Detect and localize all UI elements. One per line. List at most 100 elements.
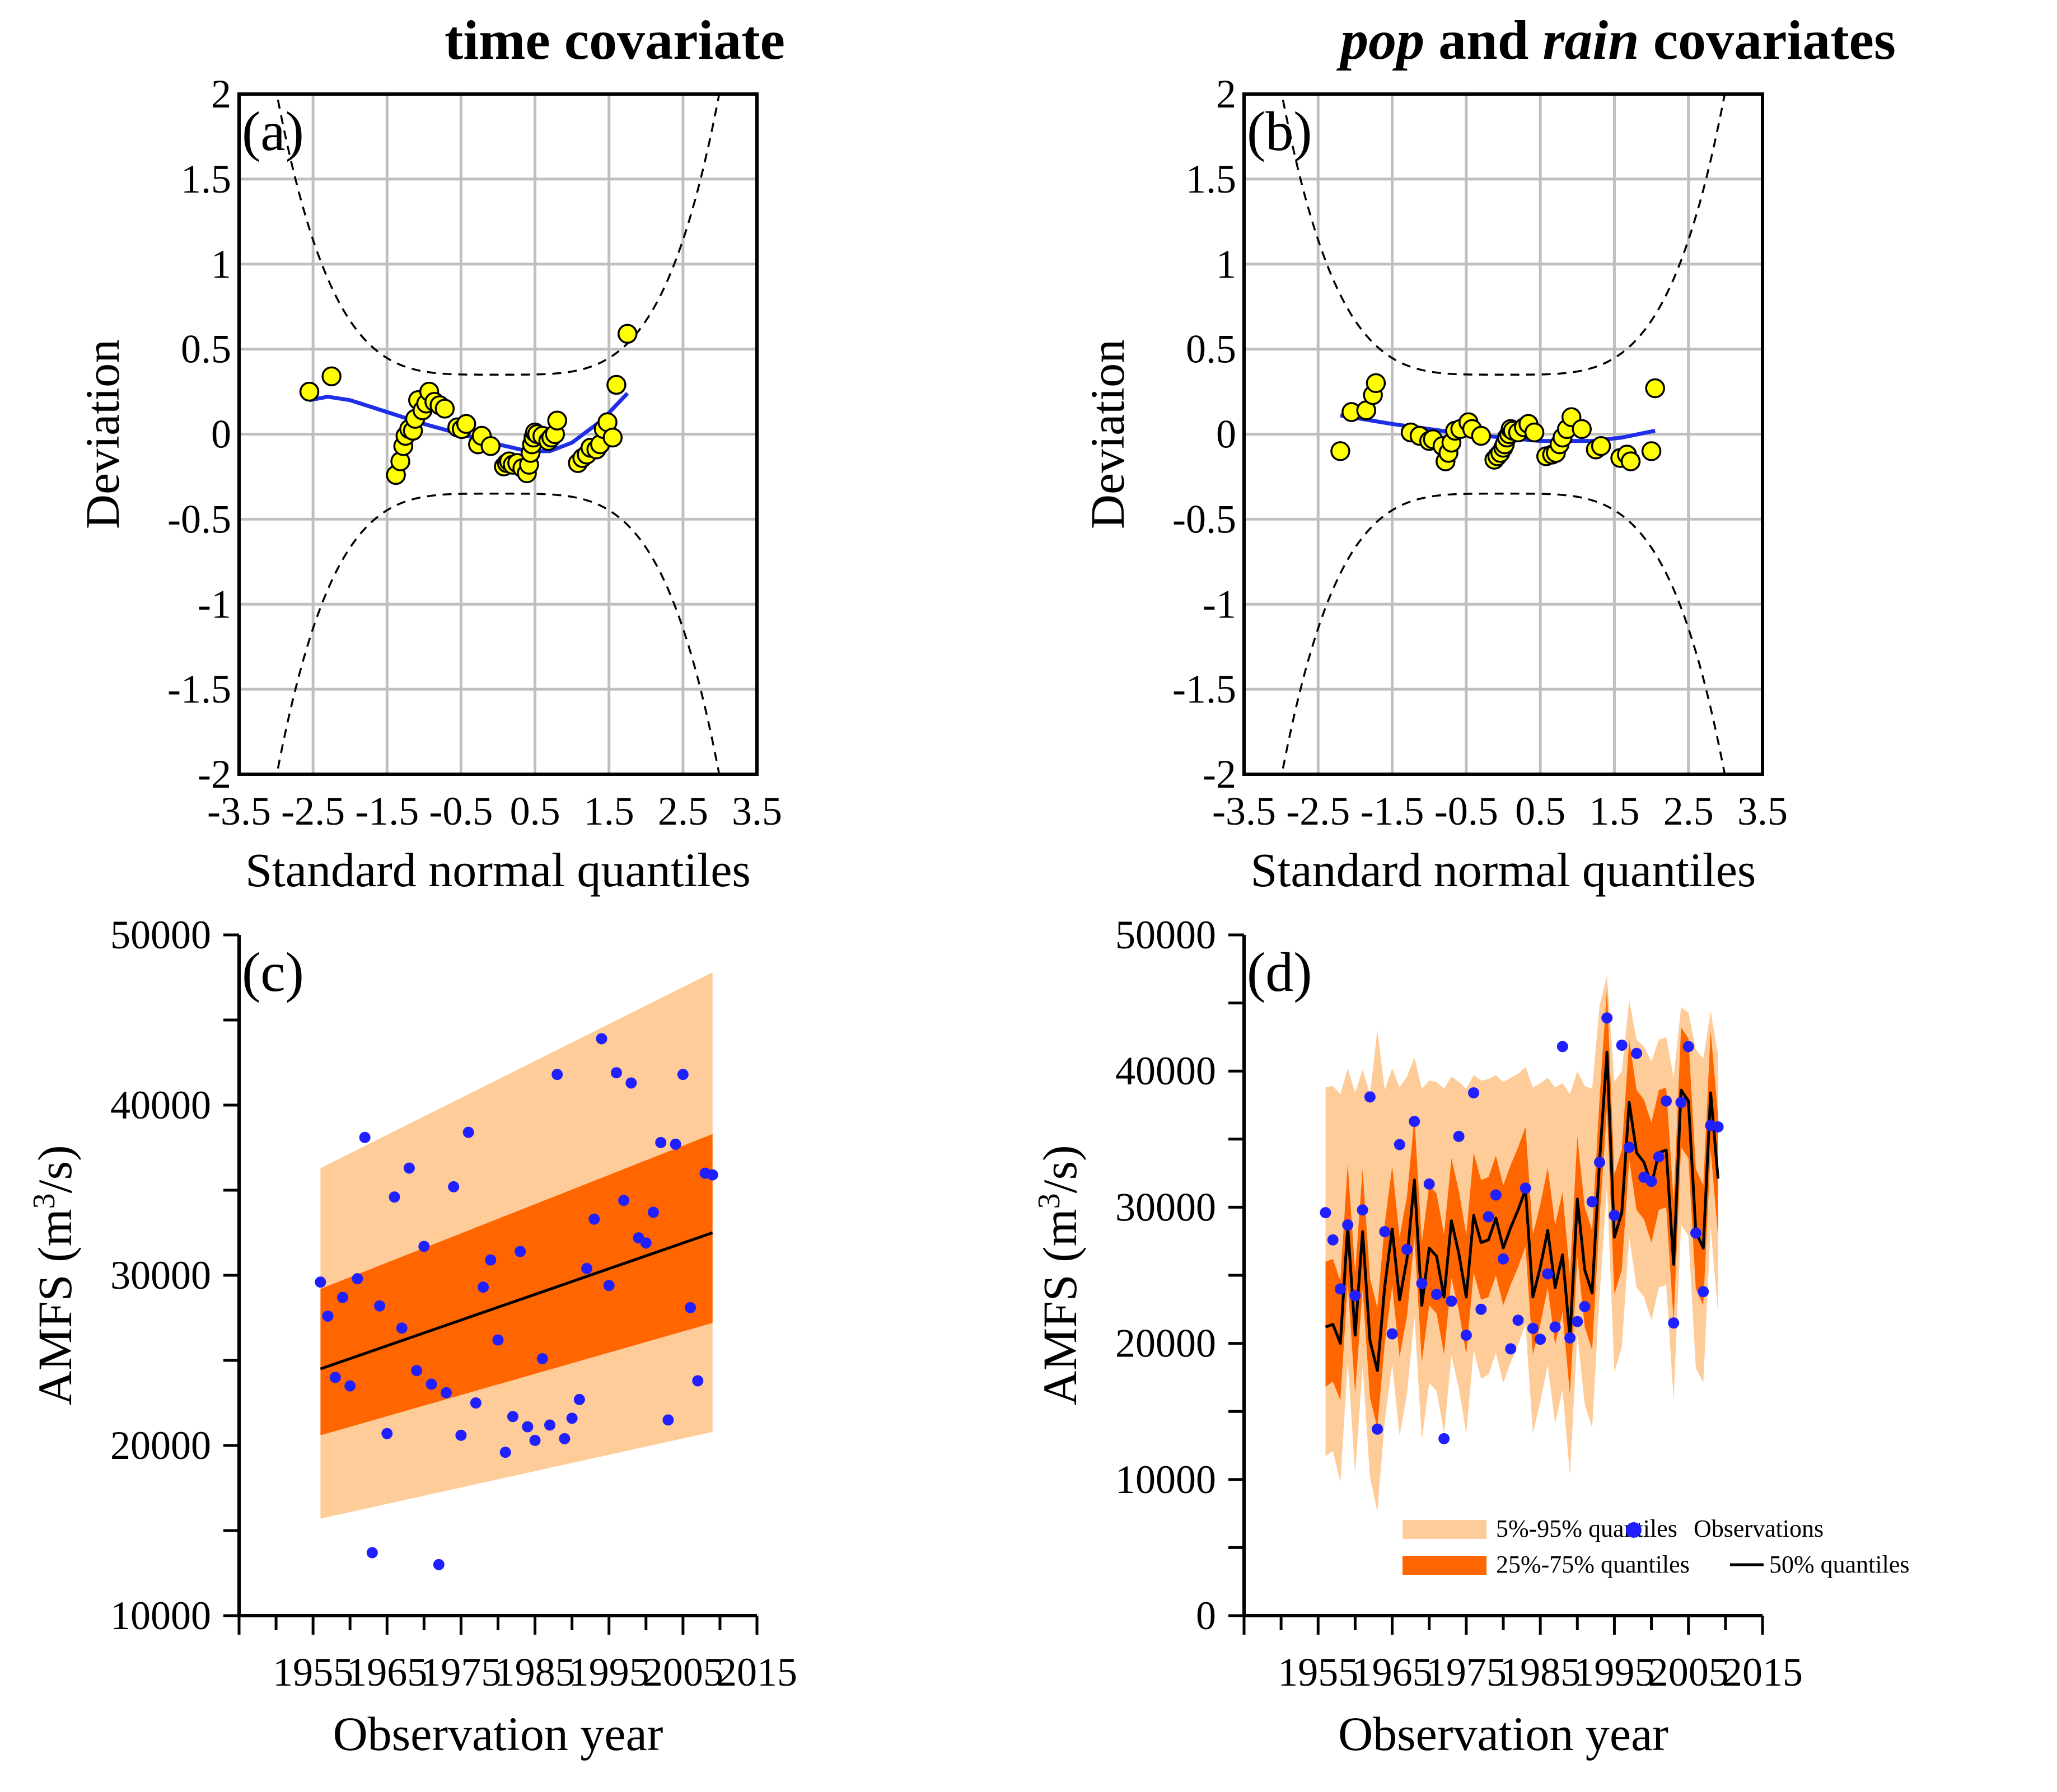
- observation-point: [441, 1387, 452, 1398]
- observation-point: [677, 1069, 689, 1080]
- observation-point: [1453, 1130, 1465, 1142]
- fitted-curve: [1340, 413, 1656, 443]
- observation-point: [462, 1126, 474, 1138]
- observation-point: [1668, 1317, 1680, 1329]
- y-tick-label: 10000: [110, 1593, 211, 1638]
- data-point: [1645, 378, 1665, 399]
- data-point: [321, 366, 342, 386]
- observation-point: [1579, 1300, 1591, 1312]
- x-axis-label: Observation year: [1338, 1707, 1668, 1761]
- observation-point: [685, 1302, 696, 1313]
- title-b-rain: rain: [1542, 9, 1639, 71]
- y-tick-label: 0: [211, 412, 231, 457]
- x-tick-label: 1.5: [1589, 789, 1639, 834]
- panel-label: (b): [1247, 100, 1312, 162]
- x-tick-label: 2005: [643, 1650, 723, 1695]
- y-tick-label: 40000: [110, 1083, 211, 1127]
- y-tick-label: -1: [198, 582, 231, 626]
- title-b-pop: pop: [1336, 9, 1424, 71]
- y-tick-label: 40000: [1115, 1049, 1216, 1093]
- x-tick-label: 3.5: [1737, 789, 1788, 834]
- observation-point: [499, 1447, 511, 1458]
- x-tick-label: 1975: [1426, 1650, 1507, 1695]
- observation-point: [662, 1414, 674, 1426]
- observation-point: [1438, 1433, 1450, 1444]
- observation-point: [1349, 1290, 1361, 1302]
- observation-point: [559, 1433, 571, 1444]
- observation-point: [374, 1300, 386, 1312]
- legend-label-outer: 5%-95% quantiles: [1496, 1515, 1677, 1542]
- observation-point: [381, 1428, 393, 1439]
- y-tick-label: 50000: [1115, 913, 1216, 957]
- observation-point: [1601, 1012, 1613, 1024]
- observation-point: [1520, 1182, 1531, 1194]
- observation-point: [692, 1375, 704, 1387]
- data-point: [456, 414, 476, 434]
- x-tick-label: -0.5: [429, 789, 493, 834]
- observation-point: [315, 1276, 326, 1288]
- observation-point: [411, 1365, 423, 1377]
- observation-point: [1609, 1209, 1620, 1221]
- panel-label: (c): [242, 941, 304, 1003]
- observation-point: [1379, 1226, 1391, 1238]
- observation-point: [1483, 1211, 1494, 1223]
- data-point: [1572, 419, 1592, 439]
- y-tick-label: 20000: [1115, 1321, 1216, 1366]
- x-axis-label: Standard normal quantiles: [245, 843, 751, 897]
- observation-point: [1661, 1095, 1672, 1107]
- y-axis-label-unit: /s): [28, 1145, 82, 1193]
- data-point: [1591, 436, 1611, 456]
- observation-point: [1394, 1139, 1405, 1150]
- observation-point: [1320, 1207, 1331, 1219]
- observation-point: [329, 1372, 341, 1383]
- envelope-lower: [275, 493, 721, 774]
- data-point: [1471, 425, 1492, 446]
- observation-point: [426, 1378, 437, 1390]
- observation-point: [603, 1280, 615, 1292]
- data-point: [1620, 451, 1641, 471]
- observation-point: [1512, 1314, 1524, 1326]
- observation-point: [492, 1334, 504, 1346]
- observation-point: [1468, 1087, 1480, 1099]
- x-tick-label: 2.5: [658, 789, 708, 834]
- observation-point: [389, 1191, 400, 1203]
- x-axis-label: Observation year: [333, 1707, 663, 1761]
- observation-point: [352, 1273, 363, 1285]
- y-tick-label: 20000: [110, 1423, 211, 1468]
- x-tick-label: 1985: [495, 1650, 576, 1695]
- observation-point: [1460, 1330, 1472, 1341]
- band-25-75: [320, 1134, 713, 1435]
- y-tick-label: 1: [1216, 242, 1236, 287]
- y-tick-label: 0: [1196, 1593, 1216, 1638]
- observation-point: [1357, 1204, 1368, 1216]
- observation-point: [551, 1069, 563, 1080]
- observation-point: [1564, 1332, 1576, 1344]
- x-tick-label: -3.5: [207, 789, 271, 834]
- panel-b: -3.5 -2.5 -1.5 -0.5 0.5 1.5 2.5 3.521.510.50-0.…: [1081, 72, 1788, 897]
- x-tick-label: -1.5: [1361, 789, 1424, 834]
- legend-marker-observations: [1626, 1522, 1642, 1538]
- title-b-covariates: covariates: [1639, 9, 1896, 71]
- observation-point: [1386, 1328, 1398, 1340]
- y-tick-label: 2: [211, 72, 231, 116]
- observation-point: [485, 1254, 497, 1266]
- y-axis-label: Deviation: [1081, 339, 1134, 529]
- observation-point: [1475, 1303, 1487, 1315]
- x-tick-label: 2005: [1648, 1650, 1729, 1695]
- y-axis-label: AMFS (m3/s): [1032, 1145, 1087, 1405]
- y-tick-label: -1.5: [167, 667, 231, 712]
- observation-point: [1334, 1283, 1346, 1295]
- observation-point: [610, 1067, 622, 1079]
- observation-point: [588, 1213, 600, 1225]
- observation-point: [1645, 1176, 1657, 1187]
- observation-point: [529, 1434, 541, 1446]
- x-tick-label: 2015: [1722, 1650, 1803, 1695]
- observation-point: [1698, 1286, 1709, 1298]
- x-tick-label: 2.5: [1663, 789, 1714, 834]
- y-tick-label: -2: [198, 752, 231, 797]
- observation-point: [433, 1559, 445, 1570]
- observation-point: [1527, 1322, 1539, 1334]
- x-tick-label: 0.5: [510, 789, 560, 834]
- observation-point: [515, 1246, 526, 1257]
